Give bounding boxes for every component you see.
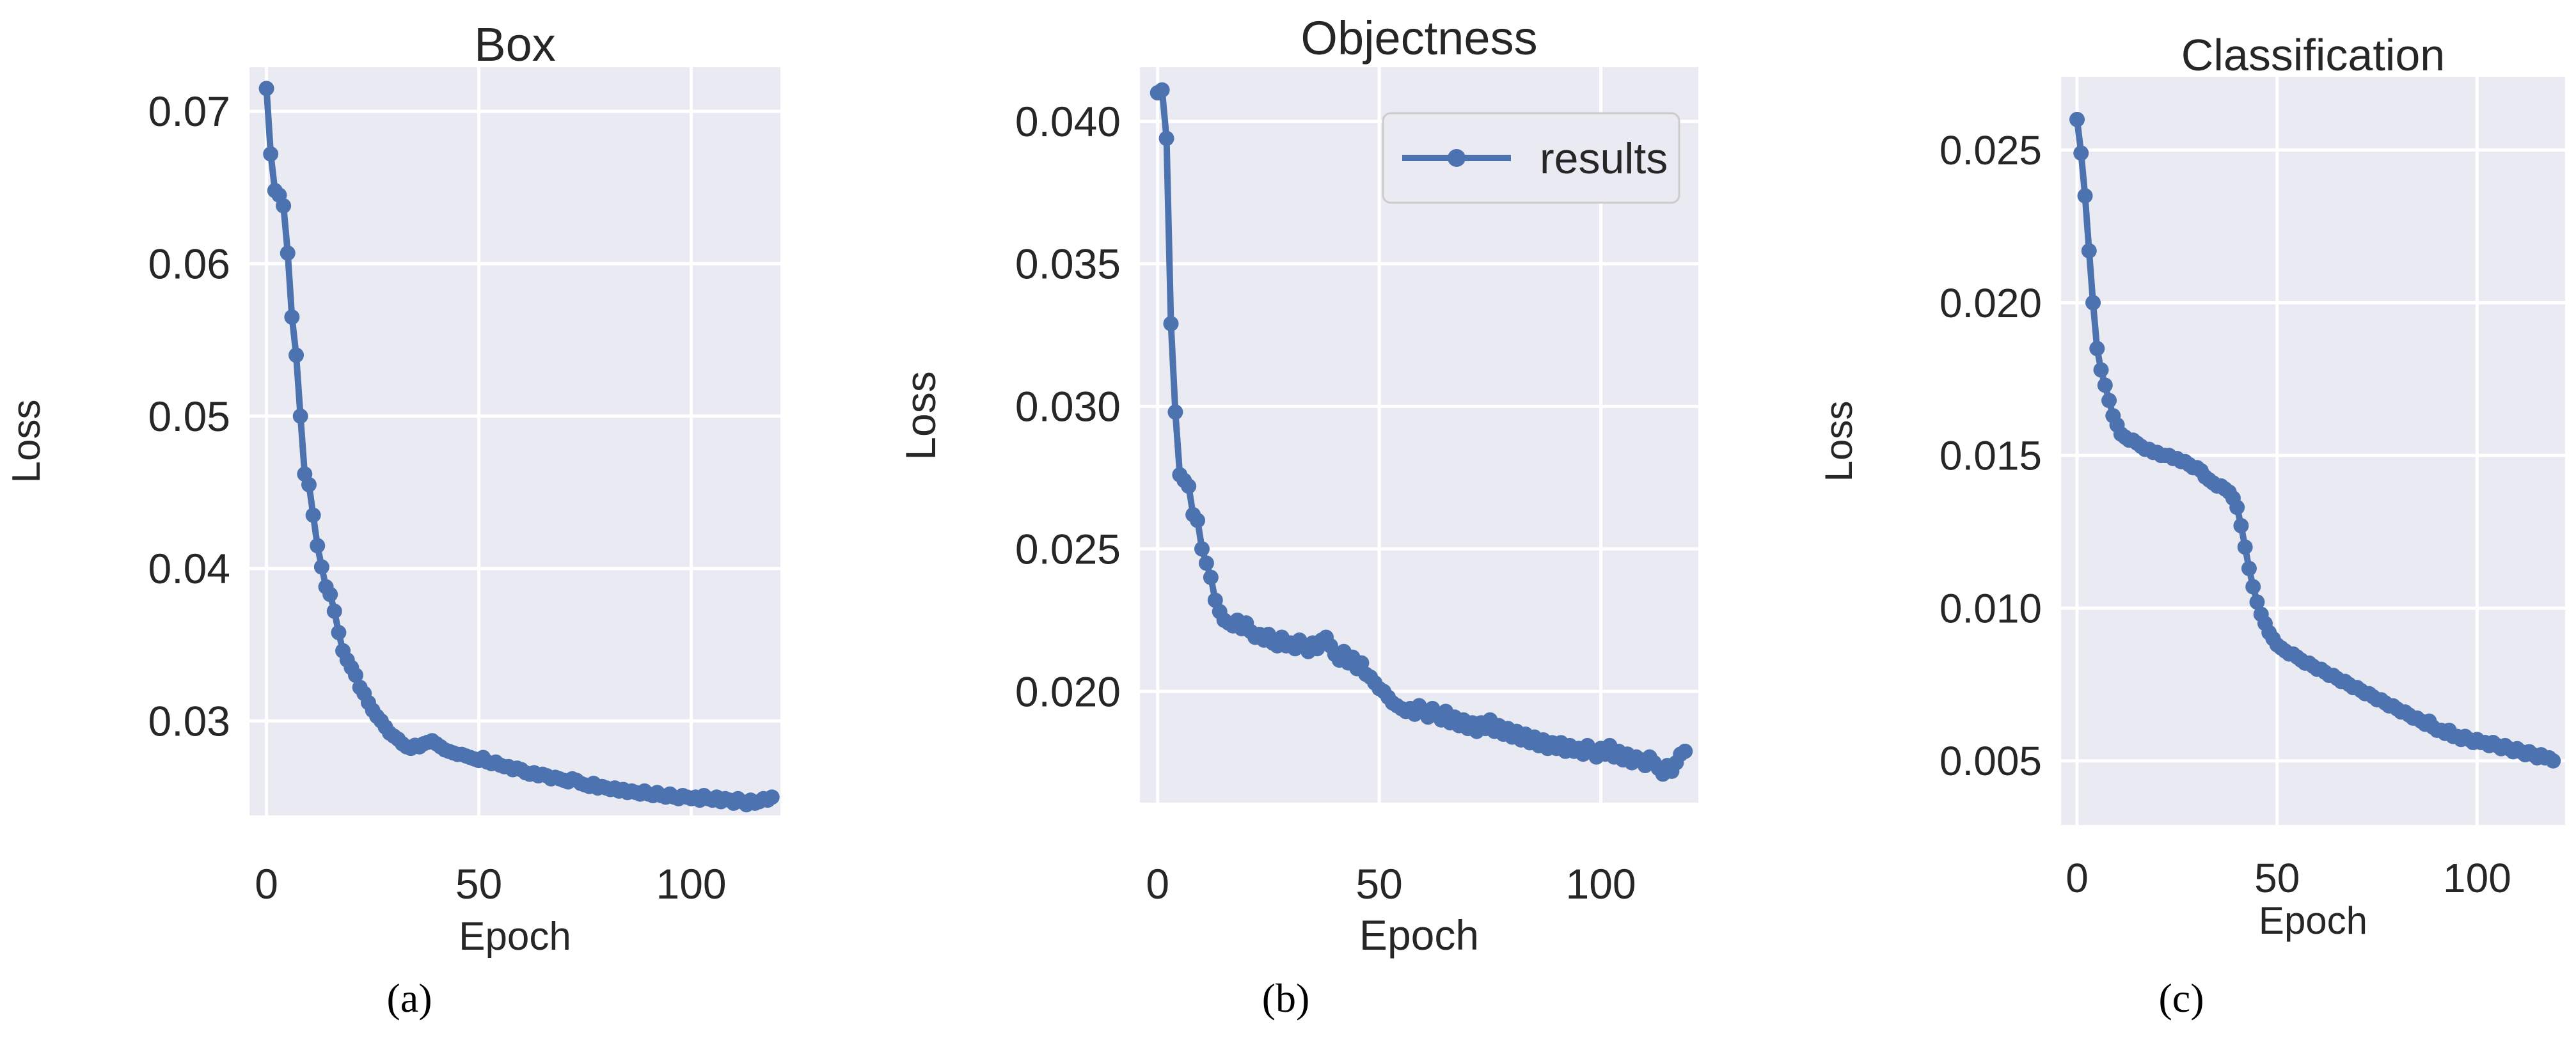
x-tick-label: 50 [2254, 855, 2300, 901]
x-tick-label: 50 [1355, 860, 1402, 908]
y-tick-label: 0.015 [1940, 433, 2042, 479]
data-point [2089, 341, 2105, 357]
data-point [1677, 743, 1693, 759]
x-tick-label: 100 [1566, 860, 1636, 908]
plot-area [249, 67, 780, 815]
y-tick-label: 0.030 [1015, 383, 1121, 430]
y-tick-label: 0.04 [148, 545, 230, 592]
data-point [2237, 539, 2253, 555]
data-point [2081, 243, 2097, 259]
y-tick-label: 0.020 [1015, 668, 1121, 715]
data-point [258, 81, 274, 97]
caption-a: (a) [386, 975, 432, 1021]
data-point [1194, 541, 1210, 557]
data-point [1163, 316, 1179, 332]
x-tick-label: 0 [2066, 855, 2089, 901]
chart-title: Box [474, 18, 556, 71]
y-tick-label: 0.025 [1015, 525, 1121, 572]
data-point [764, 789, 780, 805]
data-point [1158, 130, 1174, 146]
panel-box-chart: 0 50 100 0.03 0.04 0.05 0.06 0.07 Box Epoch Loss [4, 18, 780, 959]
y-tick-label: 0.07 [148, 88, 230, 135]
y-axis-label: Loss [4, 400, 49, 483]
y-tick-label: 0.010 [1940, 585, 2042, 631]
data-point [2233, 518, 2249, 533]
data-point [2101, 393, 2117, 409]
chart-title: Classification [2181, 30, 2445, 80]
data-point [326, 603, 342, 619]
x-tick-label: 100 [2443, 855, 2511, 901]
data-point [331, 625, 347, 641]
y-tick-label: 0.005 [1940, 738, 2042, 784]
data-point [1190, 512, 1206, 528]
data-point [301, 476, 317, 492]
y-tick-label: 0.05 [148, 393, 230, 440]
y-tick-label: 0.06 [148, 240, 230, 287]
data-point [2545, 753, 2561, 769]
x-tick-label: 0 [1146, 860, 1169, 908]
legend-entry-label: results [1540, 134, 1668, 183]
data-point [348, 667, 363, 683]
data-point [2093, 362, 2109, 378]
data-point [1181, 478, 1197, 494]
data-point [288, 347, 304, 363]
data-point [276, 198, 292, 214]
x-axis-label: Epoch [1359, 911, 1479, 959]
y-tick-label: 0.040 [1015, 98, 1121, 145]
panel-objectness-chart: 0 50 100 0.020 0.025 0.030 0.035 0.040 Objectnes… [897, 12, 1698, 959]
data-point [322, 586, 338, 602]
y-tick-label: 0.035 [1015, 240, 1121, 288]
y-tick-label: 0.03 [148, 697, 230, 744]
data-point [284, 309, 300, 325]
y-tick-label: 0.025 [1940, 127, 2042, 173]
data-point [263, 146, 279, 162]
data-point [2097, 377, 2113, 393]
data-point [310, 538, 326, 554]
data-point [1203, 569, 1219, 585]
data-point [2245, 579, 2261, 595]
data-point [2069, 111, 2085, 127]
y-tick-label: 0.020 [1940, 280, 2042, 326]
caption-b: (b) [1262, 975, 1310, 1021]
y-axis-label: Loss [1817, 401, 1860, 482]
data-point [1154, 82, 1170, 98]
data-point [2241, 560, 2257, 576]
data-point [2249, 594, 2265, 610]
data-point [313, 559, 329, 575]
legend-marker [1448, 149, 1466, 167]
data-point [2085, 295, 2101, 311]
data-point [1167, 404, 1183, 420]
data-point [2073, 145, 2089, 161]
x-axis-label: Epoch [459, 915, 571, 959]
caption-c: (c) [2158, 975, 2204, 1021]
y-axis-label: Loss [897, 371, 944, 460]
x-tick-label: 100 [656, 860, 726, 908]
data-point [280, 245, 296, 261]
chart-title: Objectness [1300, 12, 1537, 65]
data-point [1198, 555, 1214, 571]
data-point [292, 408, 308, 424]
x-tick-label: 50 [455, 860, 502, 908]
data-point [2229, 499, 2245, 515]
legend-box [1382, 112, 1680, 204]
panel-classification-chart: 0 50 100 0.005 0.010 0.015 0.020 0.025 Classific… [1817, 30, 2565, 942]
x-tick-label: 0 [255, 860, 278, 908]
data-point [305, 507, 321, 523]
x-axis-label: Epoch [2259, 899, 2367, 942]
data-point [2077, 188, 2093, 204]
legend: results [1382, 112, 1680, 204]
